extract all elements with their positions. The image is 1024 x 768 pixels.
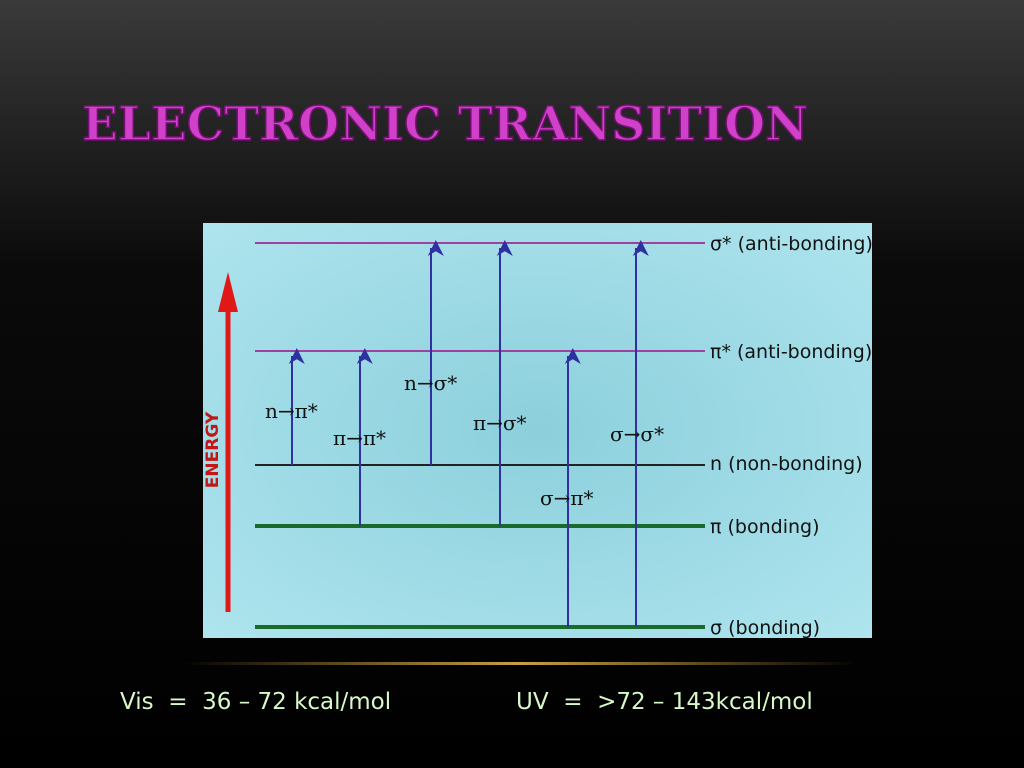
- energy-label: ENERGY: [203, 411, 223, 488]
- level-label: π* (anti-bonding): [710, 341, 872, 363]
- level-labels: σ* (anti-bonding) π* (anti-bonding) n (n…: [710, 233, 873, 639]
- level-symbol: σ: [710, 617, 722, 639]
- levels: [255, 242, 705, 629]
- level-desc: (anti-bonding): [738, 233, 873, 255]
- footer-uv: UV = >72 – 143kcal/mol: [516, 689, 813, 715]
- level-desc: (anti-bonding): [737, 341, 872, 363]
- transition-label: σ→π*: [540, 486, 594, 510]
- transition-label: n→π*: [265, 399, 318, 423]
- level-desc: (bonding): [728, 516, 820, 538]
- transition-label: n→σ*: [404, 371, 457, 395]
- transition-label: σ→σ*: [610, 422, 664, 446]
- level-symbol: σ*: [710, 233, 732, 255]
- transition-arrows: [288, 240, 649, 627]
- separator: [180, 662, 860, 665]
- level-symbol: n: [710, 453, 722, 475]
- footer-vis: Vis = 36 – 72 kcal/mol: [120, 689, 391, 715]
- title: ELECTRONIC TRANSITION: [82, 97, 808, 152]
- level-label: σ (bonding): [710, 617, 820, 639]
- transition-label: π→π*: [333, 426, 386, 450]
- level-desc: (bonding): [728, 617, 820, 639]
- transition-label: π→σ*: [473, 411, 527, 435]
- level-label: n (non-bonding): [710, 453, 863, 475]
- level-desc: (non-bonding): [728, 453, 863, 475]
- energy-arrowhead: [218, 272, 238, 312]
- transition-labels: n→π* π→π* n→σ* π→σ* σ→π* σ→σ*: [265, 371, 664, 510]
- level-label: σ* (anti-bonding): [710, 233, 873, 255]
- level-symbol: π*: [710, 341, 731, 363]
- diagram-box: [203, 223, 872, 638]
- level-symbol: π: [710, 516, 721, 538]
- level-label: π (bonding): [710, 516, 820, 538]
